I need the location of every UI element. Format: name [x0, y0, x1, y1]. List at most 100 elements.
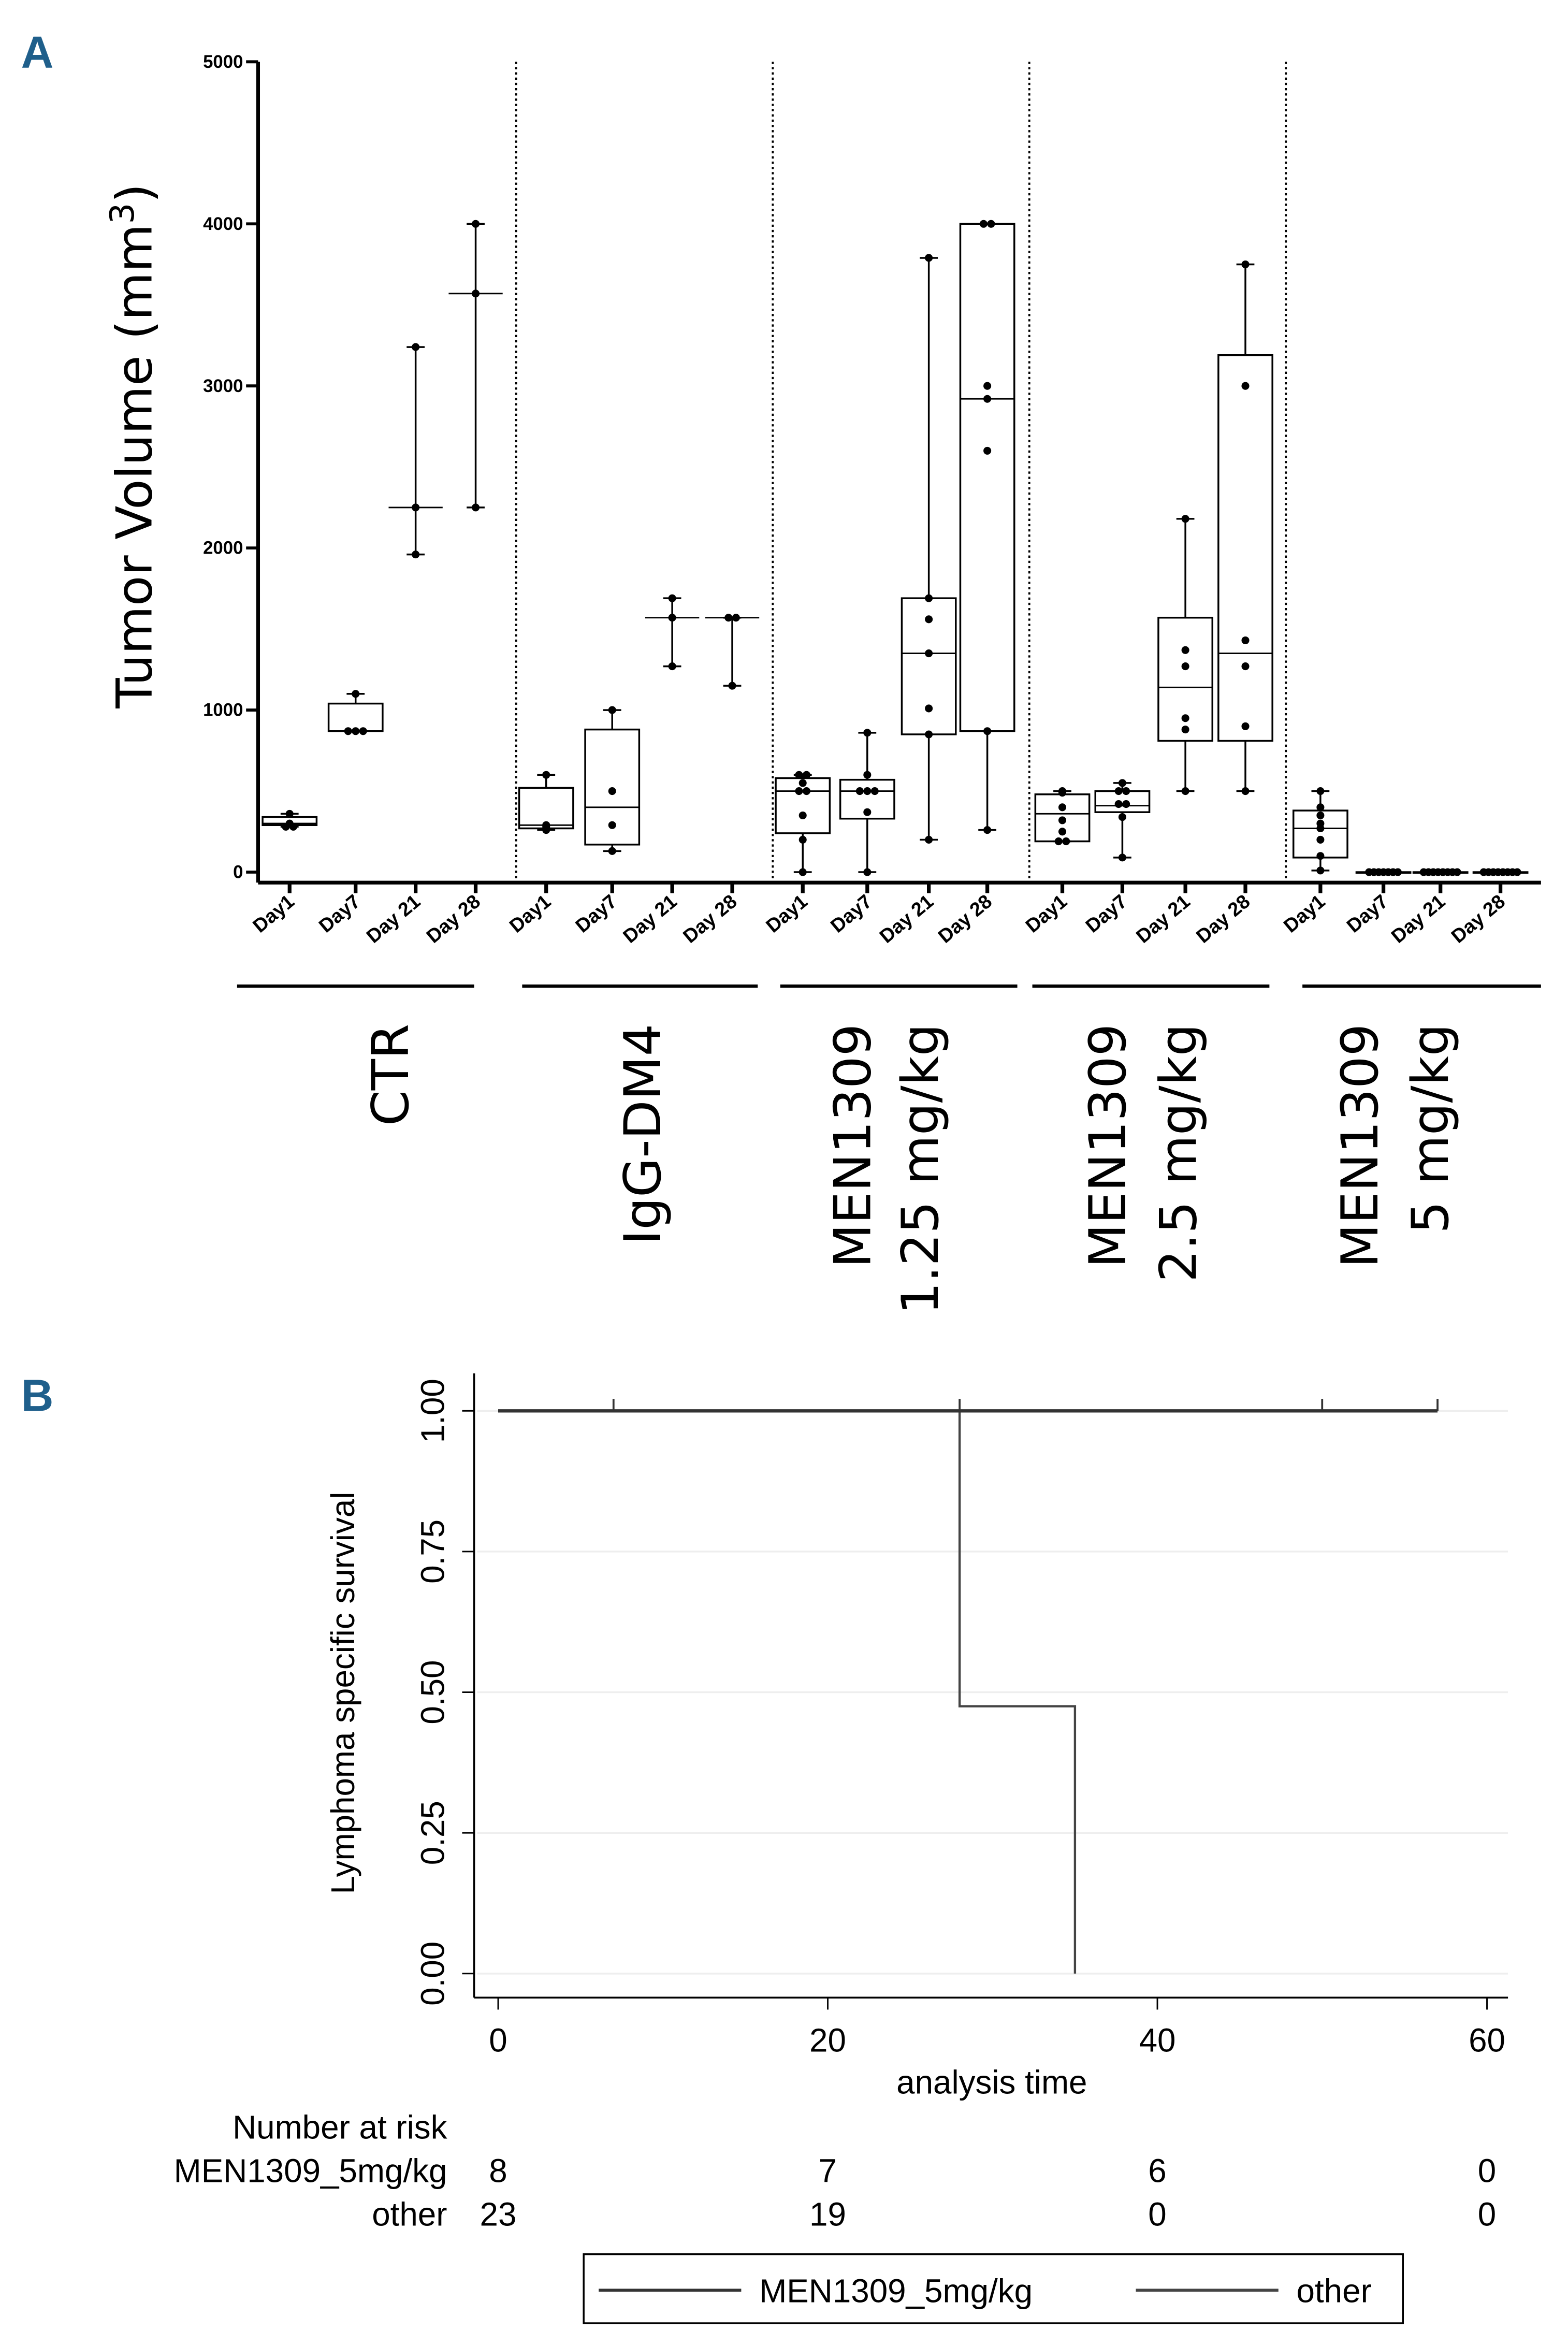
data-point: [1241, 382, 1250, 390]
data-point: [1122, 787, 1130, 795]
data-point: [1241, 722, 1250, 730]
box-3: Day 28: [679, 614, 760, 947]
box-1: Day7: [315, 690, 384, 937]
box-1: Day7: [826, 729, 895, 937]
risk-value: 8: [489, 2152, 507, 2190]
data-point: [855, 787, 864, 795]
iqr-box: [839, 778, 895, 820]
data-point: [863, 771, 872, 779]
data-point: [1181, 787, 1189, 795]
group-label: 2.5 mg/kg: [1149, 1024, 1208, 1282]
x-tick-label: 60: [1469, 2022, 1505, 2059]
data-point: [1316, 824, 1325, 833]
day-label: Day 28: [1192, 890, 1254, 947]
data-point: [668, 594, 676, 602]
data-point: [472, 220, 480, 228]
box-2: Day 21: [619, 594, 700, 947]
day-label: Day 28: [934, 890, 996, 947]
box-2: Day 21: [362, 343, 443, 947]
legend-label-1: other: [1297, 2272, 1372, 2309]
data-point: [1114, 787, 1123, 795]
risk-value: 19: [809, 2196, 846, 2233]
y-tick-label: 3000: [203, 377, 243, 396]
day-label: Day7: [1342, 890, 1392, 937]
data-point: [1393, 868, 1402, 876]
data-point: [1316, 852, 1325, 860]
data-point: [1316, 835, 1325, 844]
data-point: [1181, 662, 1189, 671]
y-axis-label-superscript: 3: [104, 203, 142, 224]
box-3: Day 28: [1447, 868, 1529, 947]
risk-row-label: other: [372, 2196, 447, 2233]
box-0: Day1: [505, 771, 574, 937]
y-tick-label: 4000: [203, 214, 243, 234]
data-point: [1316, 803, 1325, 812]
y-tick-label: 0: [233, 863, 243, 882]
day-label: Day1: [762, 890, 811, 937]
y-axis-label: Lymphoma specific survival: [324, 1492, 361, 1894]
data-point: [472, 289, 480, 298]
iqr-box: [775, 777, 831, 834]
y-axis-label-close: ): [106, 183, 164, 202]
data-point: [983, 826, 992, 834]
box-1: Day7: [1081, 779, 1151, 937]
risk-value: 7: [819, 2152, 837, 2190]
data-point: [925, 615, 933, 624]
panel-a-boxplot: 0 1000 2000 3000 4000 5000 Tumor Volume (mm3) D…: [104, 52, 1541, 1315]
panel-a-letter: A: [21, 27, 54, 78]
box-0: Day1: [1280, 787, 1348, 937]
data-point: [1241, 662, 1250, 671]
iqr-box: [1217, 354, 1273, 742]
data-point: [1122, 800, 1130, 808]
data-point: [1058, 789, 1067, 797]
box-3: Day 28: [1192, 260, 1273, 947]
data-point: [925, 594, 933, 602]
day-label: Day 21: [875, 890, 937, 947]
data-point: [1054, 837, 1063, 846]
risk-value: 0: [1478, 2196, 1496, 2233]
data-point: [987, 220, 995, 228]
data-point: [352, 727, 360, 735]
risk-row-label: MEN1309_5mg/kg: [174, 2152, 447, 2190]
day-label: Day 28: [1447, 890, 1509, 947]
data-point: [668, 662, 676, 671]
risk-table-title: Number at risk: [233, 2109, 447, 2146]
legend-label-0: MEN1309_5mg/kg: [759, 2272, 1033, 2309]
data-point: [1181, 515, 1189, 523]
data-point: [1058, 816, 1067, 824]
data-point: [1453, 868, 1461, 876]
data-point: [795, 787, 803, 795]
box-0: Day1: [762, 771, 831, 937]
group-label: IgG-DM4: [614, 1024, 673, 1245]
data-point: [542, 771, 550, 779]
group-label: CTR: [361, 1024, 420, 1126]
iqr-box: [1094, 790, 1151, 813]
day-label: Day1: [1021, 890, 1071, 937]
day-label: Day1: [249, 890, 298, 937]
day-label: Day 21: [1132, 890, 1194, 947]
data-point: [983, 446, 992, 455]
y-tick-label: 0.50: [414, 1660, 452, 1725]
data-point: [1316, 866, 1325, 875]
data-point: [282, 822, 290, 831]
group-label: MEN1309: [1079, 1024, 1138, 1268]
data-point: [979, 220, 988, 228]
data-point: [285, 809, 294, 818]
data-point: [863, 808, 872, 816]
data-point: [289, 822, 298, 831]
y-axis-label: Tumor Volume (mm3): [104, 183, 164, 708]
y-tick-label: 0.00: [414, 1942, 452, 2006]
data-point: [1316, 811, 1325, 820]
day-label: Day7: [315, 890, 365, 937]
iqr-box: [584, 728, 641, 846]
data-point: [798, 868, 807, 876]
data-point: [1241, 260, 1250, 269]
y-tick-label: 2000: [203, 539, 243, 558]
risk-value: 6: [1148, 2152, 1166, 2190]
group-label: MEN1309: [824, 1024, 883, 1268]
